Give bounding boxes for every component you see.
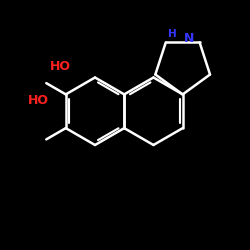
Text: HO: HO (28, 94, 49, 106)
Text: HO: HO (50, 60, 71, 73)
Text: H: H (168, 29, 177, 39)
Text: N: N (184, 32, 194, 45)
